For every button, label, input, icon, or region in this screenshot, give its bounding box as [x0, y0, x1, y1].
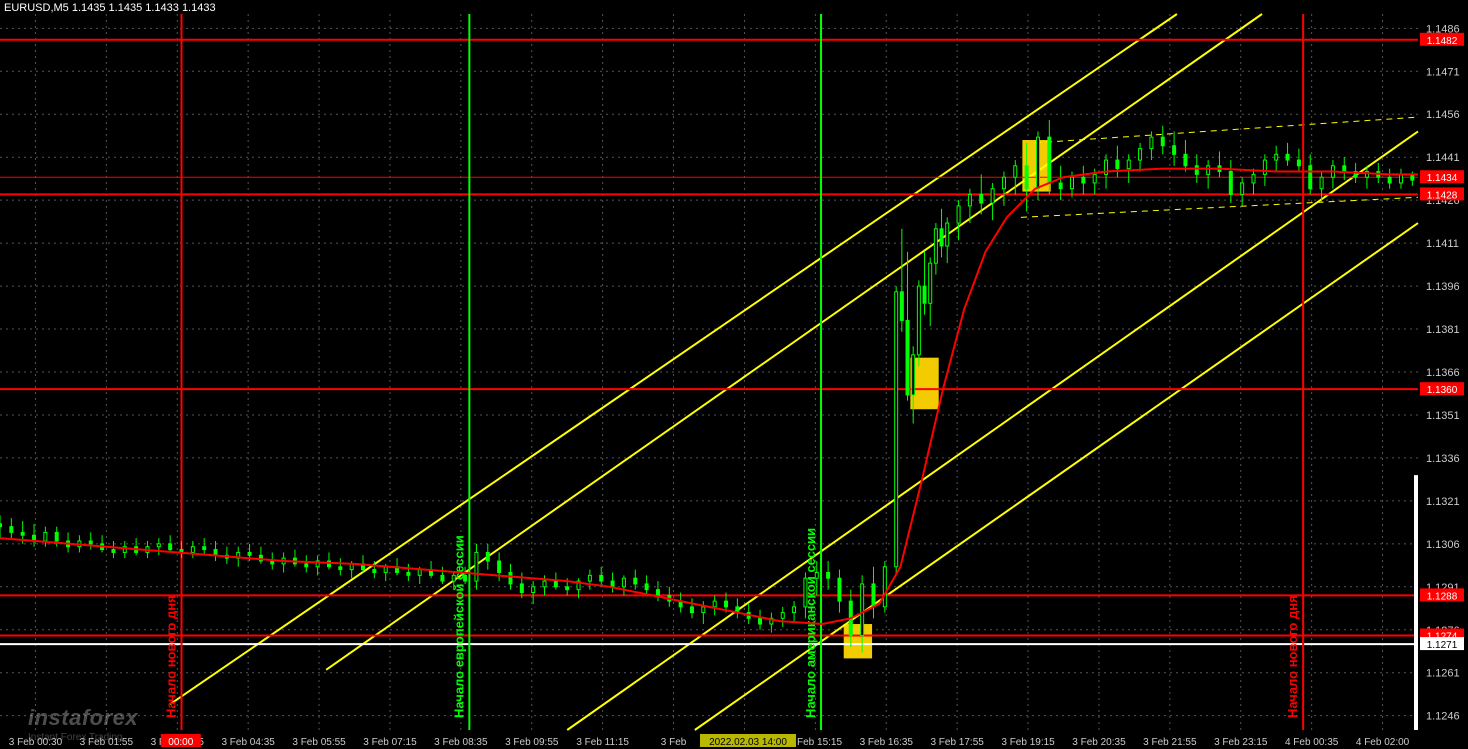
svg-text:1.1471: 1.1471: [1426, 66, 1460, 78]
svg-text:1.1306: 1.1306: [1426, 539, 1460, 551]
svg-text:1.1456: 1.1456: [1426, 109, 1460, 121]
svg-text:3 Feb 21:55: 3 Feb 21:55: [1143, 737, 1197, 748]
svg-text:Начало нового дня: Начало нового дня: [164, 595, 179, 718]
watermark: instaforex: [28, 705, 138, 731]
svg-text:3 Feb 20:35: 3 Feb 20:35: [1072, 737, 1126, 748]
svg-text:Начало европейской сессии: Начало европейской сессии: [451, 535, 466, 718]
svg-text:3 Feb 07:15: 3 Feb 07:15: [363, 737, 417, 748]
svg-text:1.1288: 1.1288: [1427, 591, 1458, 602]
svg-text:1.1336: 1.1336: [1426, 453, 1460, 465]
chart-title: EURUSD,M5 1.1435 1.1435 1.1433 1.1433: [4, 2, 216, 14]
chart-container: EURUSD,M5 1.1435 1.1435 1.1433 1.1433 1.…: [0, 0, 1468, 749]
svg-text:1.1271: 1.1271: [1427, 640, 1458, 651]
svg-text:3 Feb 17:55: 3 Feb 17:55: [930, 737, 984, 748]
svg-text:1.1482: 1.1482: [1427, 36, 1458, 47]
svg-text:1.1396: 1.1396: [1426, 281, 1460, 293]
svg-text:4 Feb 02:00: 4 Feb 02:00: [1356, 737, 1410, 748]
svg-text:3 Feb 04:35: 3 Feb 04:35: [221, 737, 275, 748]
svg-text:3 Feb 08:35: 3 Feb 08:35: [434, 737, 488, 748]
svg-text:3 Feb: 3 Feb: [661, 737, 687, 748]
chart-svg[interactable]: 1.12461.12611.12761.12911.13061.13211.13…: [0, 0, 1468, 749]
svg-text:3 Feb 23:15: 3 Feb 23:15: [1214, 737, 1268, 748]
svg-text:1.1428: 1.1428: [1427, 190, 1458, 201]
svg-text:1.1366: 1.1366: [1426, 367, 1460, 379]
svg-text:1.1351: 1.1351: [1426, 410, 1460, 422]
svg-text:Начало нового дня: Начало нового дня: [1285, 595, 1300, 718]
svg-text:1.1434: 1.1434: [1427, 173, 1458, 184]
svg-text:00:00: 00:00: [168, 737, 193, 748]
svg-text:4 Feb 00:35: 4 Feb 00:35: [1285, 737, 1339, 748]
svg-text:2022.02.03 14:00: 2022.02.03 14:00: [709, 737, 787, 748]
svg-text:1.1381: 1.1381: [1426, 324, 1460, 336]
svg-text:3 Feb 15:15: 3 Feb 15:15: [789, 737, 843, 748]
svg-text:1.1321: 1.1321: [1426, 496, 1460, 508]
svg-text:1.1411: 1.1411: [1426, 238, 1459, 250]
svg-text:3 Feb 05:55: 3 Feb 05:55: [292, 737, 346, 748]
svg-text:1.1261: 1.1261: [1426, 668, 1460, 680]
watermark-sub: Instant Forex Trading: [28, 732, 123, 743]
svg-text:1.1360: 1.1360: [1427, 385, 1458, 396]
svg-text:1.1441: 1.1441: [1426, 152, 1460, 164]
svg-text:3 Feb 11:15: 3 Feb 11:15: [576, 737, 629, 748]
svg-text:3 Feb 16:35: 3 Feb 16:35: [860, 737, 914, 748]
svg-text:1.1246: 1.1246: [1426, 711, 1460, 723]
svg-text:3 Feb 19:15: 3 Feb 19:15: [1001, 737, 1055, 748]
svg-text:3 Feb 09:55: 3 Feb 09:55: [505, 737, 559, 748]
